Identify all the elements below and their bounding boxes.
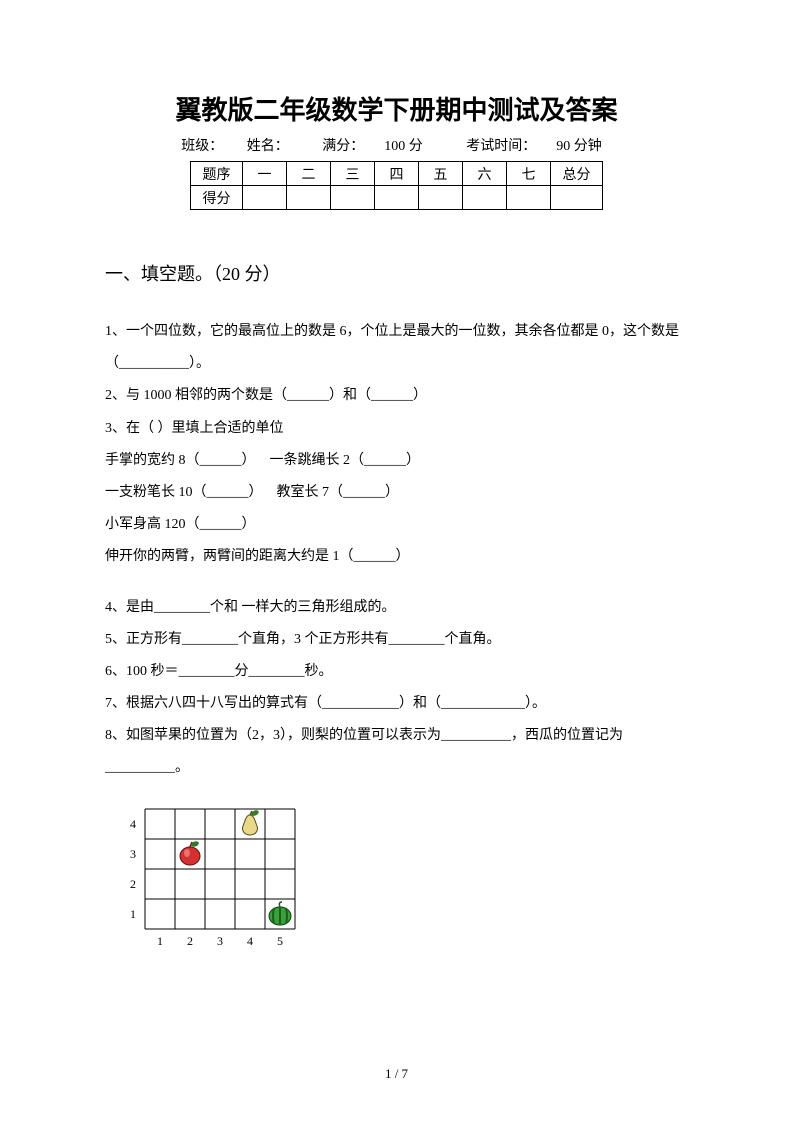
table-row: 得分: [191, 186, 603, 210]
coordinate-grid: 1 2 3 4 1 2 3 4 5: [115, 799, 688, 959]
col-heading: 三: [331, 162, 375, 186]
question-4: 4、是由________个和 一样大的三角形组成的。: [105, 592, 688, 624]
page-title: 翼教版二年级数学下册期中测试及答案: [105, 90, 688, 127]
total-cell: [551, 186, 603, 210]
exam-time: 考试时间：90 分钟: [456, 139, 612, 154]
score-cell: [287, 186, 331, 210]
question-5: 5、正方形有________个直角，3 个正方形共有________个直角。: [105, 624, 688, 656]
svg-text:2: 2: [187, 934, 193, 948]
total-heading: 总分: [551, 162, 603, 186]
row-label: 得分: [191, 186, 243, 210]
question-3-line: 一支粉笔长 10（______） 教室长 7（______）: [105, 477, 688, 509]
apple-icon: [180, 840, 200, 865]
col-heading: 二: [287, 162, 331, 186]
col-heading: 六: [463, 162, 507, 186]
svg-text:4: 4: [247, 934, 253, 948]
score-cell: [419, 186, 463, 210]
score-cell: [463, 186, 507, 210]
question-7: 7、根据六八四十八写出的算式有（___________）和（__________…: [105, 688, 688, 720]
svg-text:1: 1: [130, 907, 136, 921]
class-label: 班级：: [181, 139, 223, 154]
name-label: 姓名：: [247, 139, 289, 154]
pear-icon: [243, 809, 260, 835]
question-3-line: 手掌的宽约 8（______） 一条跳绳长 2（______）: [105, 445, 688, 477]
svg-text:2: 2: [130, 877, 136, 891]
question-2: 2、与 1000 相邻的两个数是（______）和（______）: [105, 380, 688, 412]
score-cell: [243, 186, 287, 210]
question-6: 6、100 秒＝________分________秒。: [105, 656, 688, 688]
watermelon-icon: [269, 902, 291, 925]
section-heading: 一、填空题。（20 分）: [105, 260, 688, 286]
fullmark: 满分：100 分: [312, 139, 433, 154]
svg-text:3: 3: [217, 934, 223, 948]
score-cell: [331, 186, 375, 210]
svg-text:3: 3: [130, 847, 136, 861]
col-heading: 七: [507, 162, 551, 186]
score-cell: [507, 186, 551, 210]
question-3-line: 伸开你的两臂，两臂间的距离大约是 1（______）: [105, 541, 688, 573]
svg-text:4: 4: [130, 817, 136, 831]
question-3-title: 3、在（ ）里填上合适的单位: [105, 413, 688, 445]
col-heading: 一: [243, 162, 287, 186]
svg-text:5: 5: [277, 934, 283, 948]
row-label: 题序: [191, 162, 243, 186]
question-8: 8、如图苹果的位置为（2，3），则梨的位置可以表示为__________，西瓜的…: [105, 720, 688, 784]
col-heading: 五: [419, 162, 463, 186]
page-footer: 1 / 7: [0, 1066, 793, 1082]
question-3-line: 小军身高 120（______）: [105, 509, 688, 541]
question-1: 1、一个四位数，它的最高位上的数是 6，个位上是最大的一位数，其余各位都是 0，…: [105, 316, 688, 380]
score-table: 题序 一 二 三 四 五 六 七 总分 得分: [190, 161, 603, 210]
svg-text:1: 1: [157, 934, 163, 948]
grid-svg: 1 2 3 4 1 2 3 4 5: [115, 799, 315, 959]
info-line: 班级： 姓名： 满分：100 分 考试时间：90 分钟: [105, 135, 688, 155]
col-heading: 四: [375, 162, 419, 186]
table-row: 题序 一 二 三 四 五 六 七 总分: [191, 162, 603, 186]
score-cell: [375, 186, 419, 210]
